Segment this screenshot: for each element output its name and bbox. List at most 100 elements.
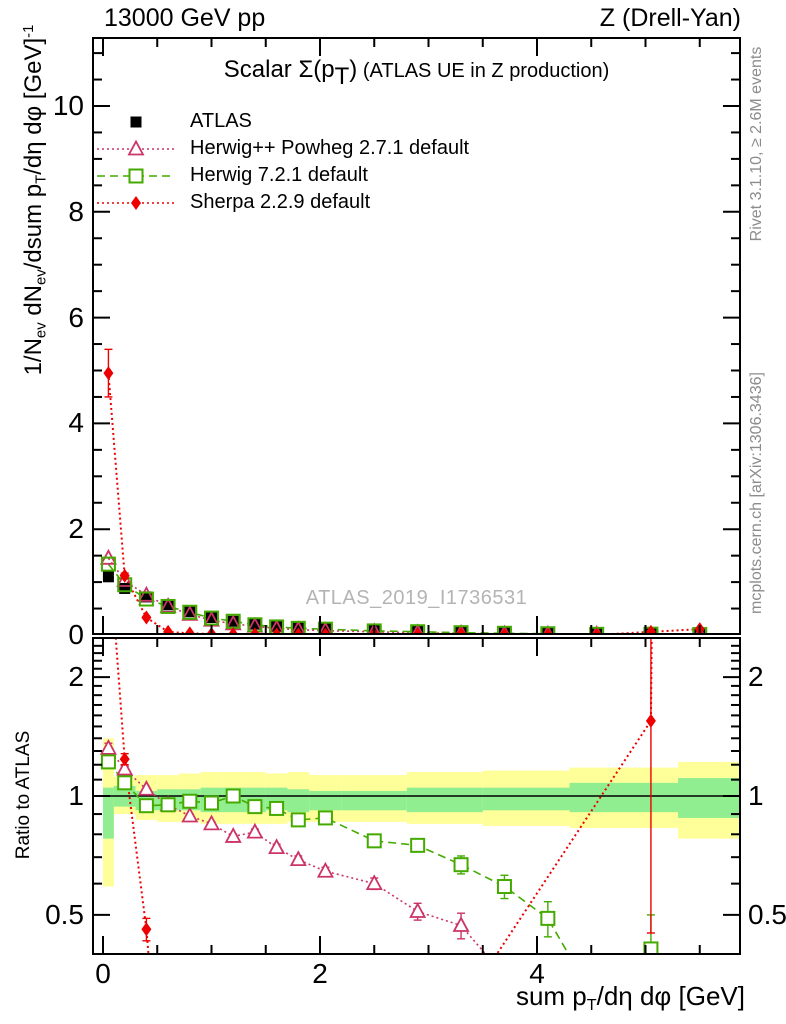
y-axis-ticks bbox=[93, 644, 740, 916]
data-point-triangle bbox=[181, 604, 199, 621]
data-point-diamond bbox=[131, 195, 141, 210]
legend-item-sherpa: Sherpa 2.2.9 default bbox=[95, 189, 469, 216]
analysis-id-watermark: ATLAS_2019_I1736531 bbox=[305, 587, 528, 609]
data-point-triangle bbox=[137, 779, 155, 796]
herwig7-marker-icon bbox=[95, 166, 177, 186]
green-band bbox=[482, 787, 570, 811]
filled-square-icon bbox=[130, 116, 142, 127]
header-process: Z (Drell-Yan) bbox=[599, 4, 741, 32]
data-point-open-square bbox=[182, 793, 198, 809]
data-point-open-square bbox=[100, 754, 116, 770]
data-point-square bbox=[102, 571, 114, 583]
data-point-open-square bbox=[290, 620, 306, 633]
data-point-open-square bbox=[128, 168, 144, 183]
filled-diamond-icon bbox=[97, 195, 175, 210]
y-main-tick-label: 6 bbox=[68, 301, 84, 333]
panel-frame bbox=[92, 37, 741, 635]
y-main-tick-label: 8 bbox=[68, 195, 84, 227]
ratio-series-area bbox=[94, 639, 739, 953]
data-point-triangle bbox=[319, 621, 332, 633]
data-point-triangle bbox=[181, 806, 199, 823]
green-band bbox=[341, 790, 407, 811]
data-point-open-square bbox=[269, 619, 285, 633]
data-point-square bbox=[119, 582, 131, 594]
data-point-square bbox=[184, 606, 196, 618]
data-point-open-square bbox=[138, 591, 154, 607]
data-point-open-square bbox=[540, 626, 556, 633]
axis-ticks bbox=[102, 38, 701, 634]
data-point-triangle bbox=[246, 822, 264, 839]
ratio-tick-label-left: 1 bbox=[68, 780, 84, 811]
open-triangle-icon bbox=[97, 139, 175, 155]
data-point-open-square bbox=[453, 857, 469, 873]
data-point-open-square bbox=[117, 775, 133, 791]
data-point-square bbox=[130, 116, 142, 127]
green-band bbox=[678, 778, 739, 818]
data-point-open-square bbox=[204, 795, 219, 811]
series-line bbox=[107, 557, 491, 633]
green-band bbox=[287, 789, 310, 813]
data-point-open-square bbox=[496, 625, 512, 633]
data-point-triangle bbox=[291, 620, 306, 633]
x-tick-label: 2 bbox=[312, 958, 328, 989]
data-point-square bbox=[292, 621, 304, 633]
main-panel bbox=[92, 37, 741, 635]
data-point-diamond bbox=[141, 610, 152, 625]
data-point-diamond bbox=[119, 568, 130, 583]
data-point-square bbox=[249, 618, 261, 630]
data-point-diamond bbox=[250, 627, 259, 633]
data-point-open-square bbox=[410, 837, 426, 853]
ratio-tick-label-right: 1 bbox=[748, 780, 764, 811]
open-square-icon bbox=[97, 168, 175, 183]
data-point-open-square bbox=[160, 797, 176, 813]
data-point-open-square bbox=[138, 798, 154, 814]
atlas-marker-icon bbox=[95, 112, 177, 132]
x-tick-label: 4 bbox=[529, 958, 545, 989]
y-main-tick-label: 0 bbox=[68, 619, 84, 650]
data-point-diamond bbox=[321, 627, 330, 633]
data-point-open-square bbox=[100, 556, 116, 572]
data-point-diamond bbox=[103, 366, 114, 381]
data-point-open-square bbox=[317, 810, 333, 826]
green-band bbox=[103, 787, 114, 839]
ratio-tick-label-right: 0.5 bbox=[748, 898, 786, 930]
data-point-diamond bbox=[500, 627, 509, 633]
data-point-diamond bbox=[229, 627, 238, 633]
legend-item-atlas: ATLAS bbox=[95, 108, 469, 135]
data-point-triangle bbox=[137, 585, 155, 602]
data-point-square bbox=[206, 612, 217, 624]
data-point-diamond bbox=[544, 627, 552, 633]
ratio-tick-label-left: 2 bbox=[68, 661, 84, 693]
uncertainty-bands bbox=[103, 738, 739, 887]
rivet-version-note: Rivet 3.1.10, ≥ 2.6M events bbox=[748, 46, 765, 242]
data-point-square bbox=[140, 591, 152, 603]
data-point-triangle bbox=[452, 916, 470, 932]
data-point-diamond bbox=[645, 713, 656, 728]
data-point-open-square bbox=[225, 788, 241, 804]
data-point-diamond bbox=[294, 627, 303, 633]
data-point-open-square bbox=[366, 623, 382, 633]
legend-label: ATLAS bbox=[190, 110, 252, 132]
data-point-open-square bbox=[247, 799, 263, 815]
ratio-tick-label-right: 2 bbox=[748, 661, 764, 693]
green-band bbox=[406, 787, 483, 813]
legend-item-herwigpp: Herwig++ Powheg 2.7.1 default bbox=[95, 135, 469, 162]
data-point-triangle bbox=[316, 861, 334, 878]
y-axis-ticks bbox=[93, 52, 740, 635]
sherpa-marker-icon bbox=[95, 193, 177, 213]
data-point-square bbox=[227, 615, 239, 627]
data-point-diamond bbox=[456, 626, 466, 633]
data-point-open-square bbox=[643, 941, 659, 953]
ratio-panel bbox=[92, 637, 741, 955]
data-point-triangle bbox=[289, 850, 307, 867]
data-point-triangle bbox=[116, 759, 134, 776]
data-point-triangle bbox=[116, 571, 134, 587]
data-point-triangle bbox=[99, 738, 117, 755]
data-point-open-square bbox=[496, 879, 512, 895]
header-beam-energy: 13000 GeV pp bbox=[104, 4, 266, 32]
data-point-open-square bbox=[160, 598, 176, 614]
data-point-square bbox=[271, 620, 283, 632]
plot-title-sub: T bbox=[334, 63, 350, 91]
data-point-open-square bbox=[290, 812, 306, 828]
